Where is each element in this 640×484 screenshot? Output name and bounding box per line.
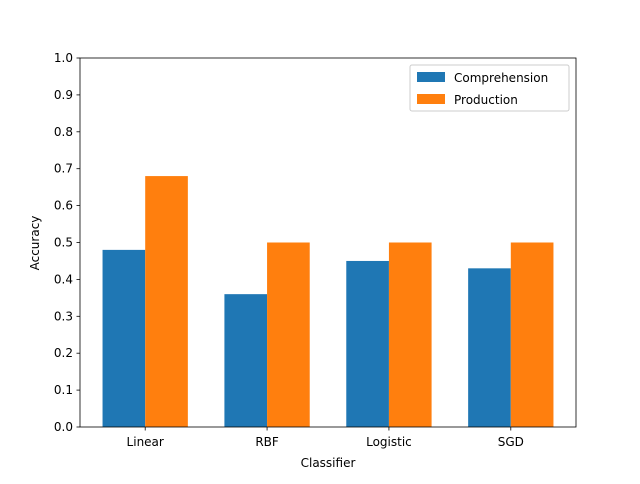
y-tick-label: 0.4 (54, 272, 73, 286)
bar-production-sgd (510, 242, 554, 427)
legend-swatch-comprehension (417, 72, 445, 82)
y-axis-label: Accuracy (28, 216, 42, 271)
y-tick-label: 0.2 (54, 346, 73, 360)
x-tick-label-logistic: Logistic (366, 435, 412, 449)
legend-label-comprehension: Comprehension (454, 71, 548, 85)
legend-label-production: Production (454, 93, 518, 107)
bar-production-rbf (267, 242, 310, 427)
x-tick-label-rbf: RBF (255, 435, 279, 449)
legend-box (409, 64, 570, 112)
y-tick-label: 0.6 (54, 199, 73, 213)
x-tick-label-sgd: SGD (498, 435, 524, 449)
series-production (145, 176, 554, 427)
bar-production-logistic (388, 242, 432, 427)
y-tick-label: 0.9 (54, 88, 73, 102)
x-axis-label: Classifier (301, 456, 356, 470)
legend-swatch-production (417, 94, 445, 104)
bar-comprehension-rbf (224, 294, 268, 427)
y-tick-label: 0.8 (54, 125, 73, 139)
bar-comprehension-sgd (468, 268, 511, 427)
y-tick-label: 0.5 (54, 236, 73, 250)
series-comprehension (102, 249, 511, 427)
bars-layer (102, 176, 554, 427)
y-tick-label: 1.0 (54, 51, 73, 65)
y-tick-label: 0.3 (54, 309, 73, 323)
legend: Comprehension Production (409, 64, 570, 112)
x-tick-label-linear: Linear (127, 435, 164, 449)
y-tick-label: 0.1 (54, 383, 73, 397)
axes-layer: 0.0 0.1 0.2 0.3 0.4 0.5 0.6 0.7 0.8 0.9 1.0 Linear R… (54, 51, 577, 449)
y-tick-label: 0.7 (54, 162, 73, 176)
bar-comprehension-logistic (346, 260, 389, 427)
y-tick-label: 0.0 (54, 420, 73, 434)
bar-comprehension-linear (102, 249, 146, 427)
bar-production-linear (145, 176, 188, 427)
